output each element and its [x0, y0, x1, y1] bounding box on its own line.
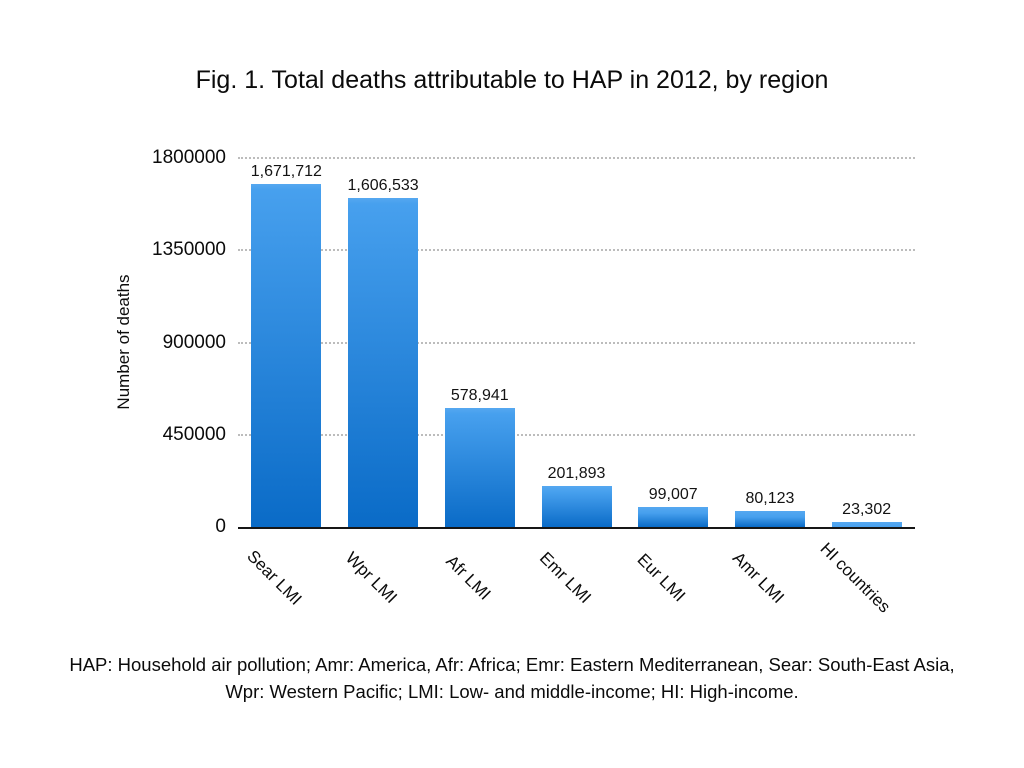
bar-amr-lmi — [734, 510, 805, 527]
bar-value-hi-countries: 23,302 — [842, 501, 892, 519]
bar-sear-lmi — [251, 184, 322, 527]
x-tick-label-eur-lmi: Eur LMI — [633, 549, 690, 606]
x-tick-label-emr-lmi: Emr LMI — [535, 548, 595, 608]
y-tick-label-900000: 900000 — [162, 331, 226, 353]
bar-value-eur-lmi: 99,007 — [648, 485, 698, 503]
bar-hi-countries — [831, 522, 902, 527]
plot-area: 1,671,712 Sear LMI 1,606,533 Wpr LMI 578,941… — [238, 157, 915, 616]
bar-wpr-lmi — [348, 197, 419, 527]
footnote: HAP: Household air pollution; Amr: Ameri… — [69, 654, 955, 702]
y-tick-label-1350000: 1350000 — [152, 239, 226, 261]
x-tick-label-amr-lmi: Amr LMI — [728, 548, 788, 608]
y-tick-label-1800000: 1800000 — [152, 147, 226, 168]
bar-value-amr-lmi: 80,123 — [745, 489, 795, 507]
x-tick-label-afr-lmi: Afr LMI — [442, 551, 495, 604]
x-tick-label-wpr-lmi: Wpr LMI — [341, 548, 401, 608]
gridline-1800000 — [238, 157, 915, 159]
gridline-1350000 — [238, 249, 915, 252]
gridline-900000 — [238, 341, 915, 344]
y-tick-label-450000: 450000 — [162, 423, 226, 445]
bar-afr-lmi — [444, 408, 515, 527]
bar-eur-lmi — [638, 506, 709, 527]
y-tick-label-0: 0 — [215, 516, 226, 537]
bar-value-sear-lmi: 1,671,712 — [250, 163, 322, 181]
gridline-450000 — [238, 433, 915, 436]
bar-emr-lmi — [541, 485, 612, 527]
bar-value-afr-lmi: 578,941 — [450, 387, 509, 405]
bar-value-emr-lmi: 201,893 — [547, 464, 606, 482]
x-tick-label-hi-countries: HI countries — [816, 538, 894, 617]
chart-title: Fig. 1. Total deaths attributable to HAP… — [195, 66, 829, 94]
bar-value-wpr-lmi: 1,606,533 — [347, 176, 419, 194]
x-tick-label-sear-lmi: Sear LMI — [243, 546, 306, 609]
